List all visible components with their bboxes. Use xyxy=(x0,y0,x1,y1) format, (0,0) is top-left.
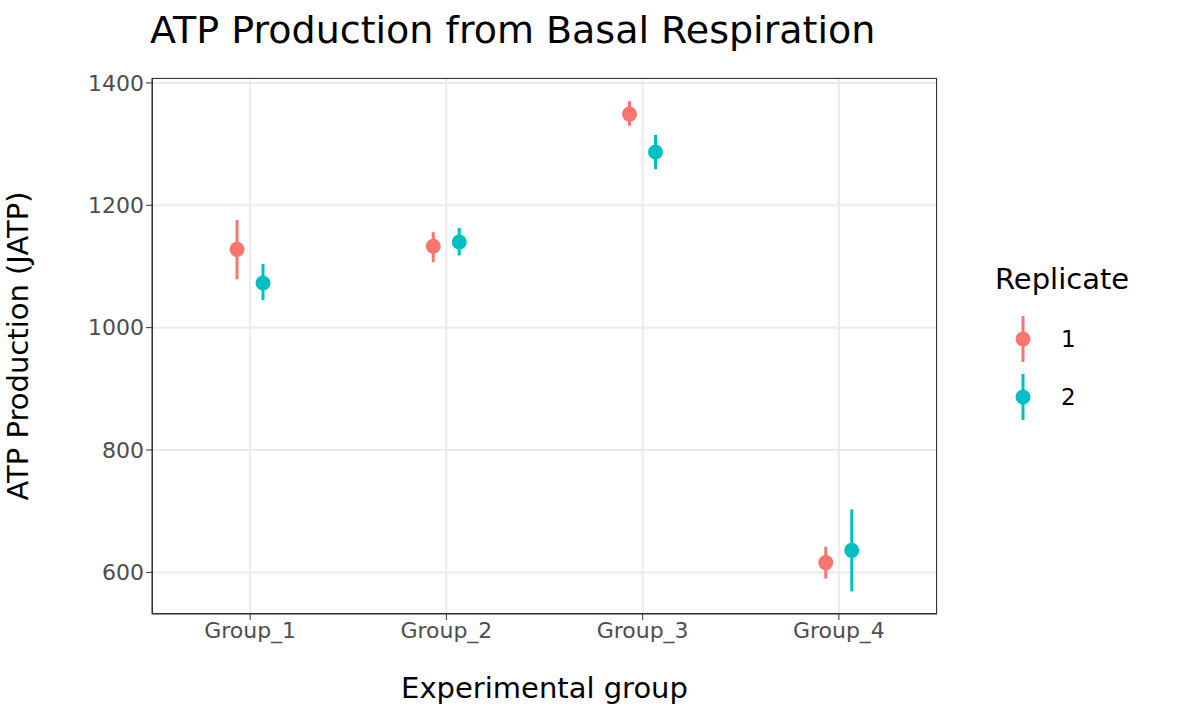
svg-text:Group_3: Group_3 xyxy=(597,618,689,644)
svg-text:Group_1: Group_1 xyxy=(204,618,296,644)
svg-text:1000: 1000 xyxy=(88,315,144,340)
svg-text:1400: 1400 xyxy=(88,71,144,96)
html-text:Replicate: Replicate xyxy=(995,262,1130,296)
svg-text:Group_4: Group_4 xyxy=(793,618,885,644)
svg-text:1200: 1200 xyxy=(88,193,144,218)
svg-text:600: 600 xyxy=(102,560,144,585)
svg-text:800: 800 xyxy=(102,438,144,463)
html-text:1: 1 xyxy=(1061,326,1076,352)
svg-text:ATP Production (JATP): ATP Production (JATP) xyxy=(8,192,35,501)
html-text:2: 2 xyxy=(1061,384,1076,410)
svg-text:Experimental group: Experimental group xyxy=(401,671,688,705)
html-text:ATP Production from Basal Resp: ATP Production from Basal Respiration xyxy=(150,8,876,52)
svg-text:Group_2: Group_2 xyxy=(400,618,492,644)
